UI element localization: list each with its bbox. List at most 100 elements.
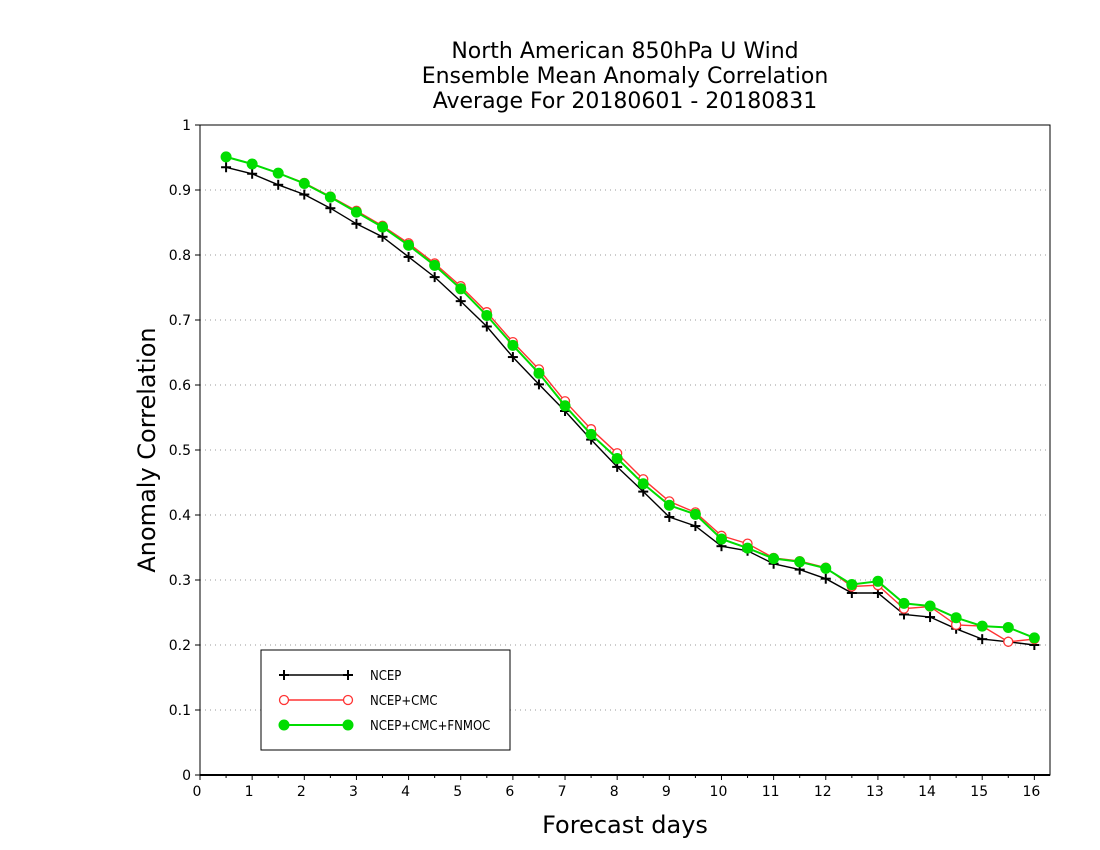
data-point [343,670,353,680]
x-tick-label: 6 [505,784,514,800]
grid [200,189,1050,711]
data-point [455,296,466,307]
data-point [559,400,571,412]
y-tick-label: 0.9 [169,183,191,199]
data-point [221,162,232,173]
data-point [690,521,701,532]
data-point [533,367,545,379]
series-ncep [221,162,1040,650]
x-tick-label: 10 [710,784,728,800]
data-point [273,179,284,190]
data-point [663,499,675,511]
title-line: Average For 20180601 - 20180831 [433,89,818,114]
data-point [925,612,936,623]
title-line: Ensemble Mean Anomaly Correlation [422,64,829,89]
data-point [299,189,310,200]
x-axis-ticks: 0 1 2 3 4 5 6 7 8 9 10 11 12 13 14 15 16 [193,775,1040,800]
data-point [1028,632,1040,644]
legend-item: NCEP+CMC+FNMOC [278,719,490,734]
y-tick-label: 0.5 [169,443,191,459]
data-point [820,573,831,584]
data-point [846,579,858,591]
data-point [403,251,414,262]
data-point [298,178,310,189]
title-line: North American 850hPa U Wind [451,39,798,64]
data-point [429,259,441,271]
data-point [872,575,884,587]
x-tick-label: 15 [970,784,988,800]
data-point [377,221,389,233]
y-axis-ticks: 0 0.1 0.2 0.3 0.4 0.5 0.6 0.7 0.8 0.9 1 [169,118,200,784]
x-tick-label: 2 [297,784,306,800]
x-tick-label: 9 [662,784,671,800]
x-tick-label: 14 [918,784,936,800]
data-point [342,719,354,731]
x-tick-label: 5 [453,784,462,800]
data-point [342,694,354,706]
data-point [820,562,832,574]
x-tick-label: 4 [401,784,410,800]
legend: NCEP NCEP+CMC NCEP+CMC+FNMOC [260,649,511,751]
data-point [481,321,492,332]
data-point [272,167,284,179]
data-point [637,478,649,490]
data-point [794,556,806,568]
data-point [220,151,232,163]
data-point [350,206,362,218]
legend-label: NCEP+CMC [370,694,438,709]
y-tick-label: 0.1 [169,703,191,719]
data-point [664,511,675,522]
data-point [977,634,988,645]
data-point [715,533,727,545]
y-tick-label: 0.4 [169,508,191,524]
data-point [950,612,962,624]
x-tick-label: 12 [814,784,832,800]
data-point [247,168,258,179]
data-point [768,553,780,565]
series-ncep-cmc-fnmoc [220,151,1040,644]
series-line [225,155,1035,639]
x-tick-label: 7 [558,784,567,800]
legend-item: NCEP+CMC [278,694,438,709]
y-tick-label: 1 [182,118,191,134]
series [220,151,1040,650]
series-line [225,166,1035,646]
series-line [225,156,1035,643]
data-point [898,597,910,609]
x-axis-title: Forecast days [542,811,708,839]
x-tick-label: 8 [610,784,619,800]
y-tick-label: 0.7 [169,313,191,329]
data-point [278,694,290,706]
data-point [585,428,597,440]
x-tick-label: 1 [245,784,254,800]
data-point [976,620,988,632]
legend-label: NCEP+CMC+FNMOC [370,719,490,734]
data-point [1002,621,1014,633]
data-point [507,339,519,351]
y-axis-title: Anomaly Correlation [133,327,161,572]
data-point [742,542,754,554]
data-point [279,670,289,680]
data-point [377,231,388,242]
y-tick-label: 0.3 [169,573,191,589]
data-point [924,600,936,612]
y-tick-label: 0 [182,768,191,784]
x-tick-label: 3 [349,784,358,800]
data-point [403,239,415,251]
y-tick-label: 0.8 [169,248,191,264]
x-tick-label: 11 [762,784,780,800]
data-point [324,191,336,203]
legend-item: NCEP [279,669,401,684]
data-point [689,508,701,520]
data-point [246,158,258,170]
legend-label: NCEP [370,669,401,684]
x-tick-label: 16 [1022,784,1040,800]
data-point [481,309,493,321]
data-point [533,379,544,390]
x-tick-label: 13 [866,784,884,800]
x-tick-label: 0 [193,784,202,800]
y-tick-label: 0.6 [169,378,191,394]
data-point [1003,636,1014,647]
